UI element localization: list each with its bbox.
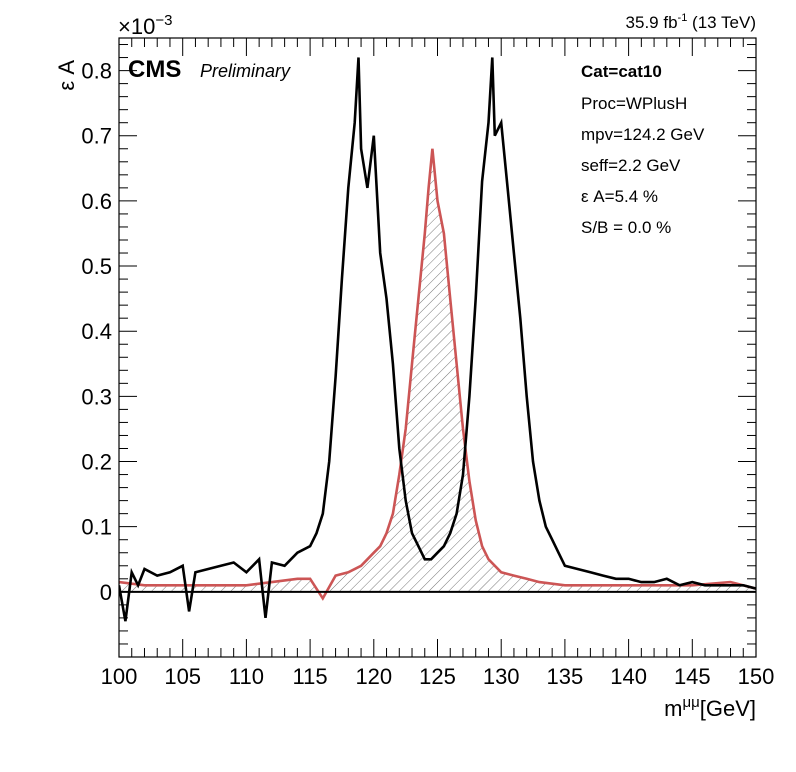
x-tick-label: 120 [355,664,392,689]
x-tick-label: 135 [547,664,584,689]
cms-label: CMS [128,56,181,83]
y-tick-label: 0.3 [81,384,112,409]
y-tick-label: 0.4 [81,319,112,344]
plot-area [119,57,756,622]
x-tick-label: 150 [738,664,775,689]
annotation-s-over-b: S/B = 0.0 % [581,218,671,237]
y-multiplier-label: ×10−3 [118,12,172,39]
y-tick-label: 0.7 [81,124,112,149]
x-tick-label: 145 [674,664,711,689]
y-tick-label: 0.2 [81,450,112,475]
annotation-category: Cat=cat10 [581,62,662,81]
preliminary-label: Preliminary [200,61,291,81]
y-tick-label: 0 [100,580,112,605]
y-tick-label: 0.6 [81,189,112,214]
y-tick-label: 0.5 [81,254,112,279]
annotation-efficiency: ε A=5.4 % [581,187,658,206]
y-tick-label: 0.1 [81,515,112,540]
x-tick-label: 115 [293,664,328,689]
signal-hatched-fill [119,148,756,599]
x-tick-label: 125 [419,664,456,689]
x-axis-title: mμμ[GeV] [664,694,756,721]
data-series-line [119,57,756,622]
axis-ticks: 100 105 110 115 120 125 130 135 140 145 150 0 0.1 0.2… [81,38,774,689]
x-tick-label: 130 [483,664,520,689]
x-tick-label: 110 [229,664,264,689]
x-tick-label: 105 [164,664,201,689]
annotation-process: Proc=WPlusH [581,94,687,113]
x-tick-label: 140 [610,664,647,689]
y-axis-title: ε A [54,60,79,91]
annotation-mpv: mpv=124.2 GeV [581,125,705,144]
signal-series-line [119,148,756,601]
annotation-seff: seff=2.2 GeV [581,156,681,175]
x-tick-label: 100 [101,664,138,689]
lumi-label: 35.9 fb-1 (13 TeV) [626,12,756,32]
y-tick-label: 0.8 [81,59,112,84]
